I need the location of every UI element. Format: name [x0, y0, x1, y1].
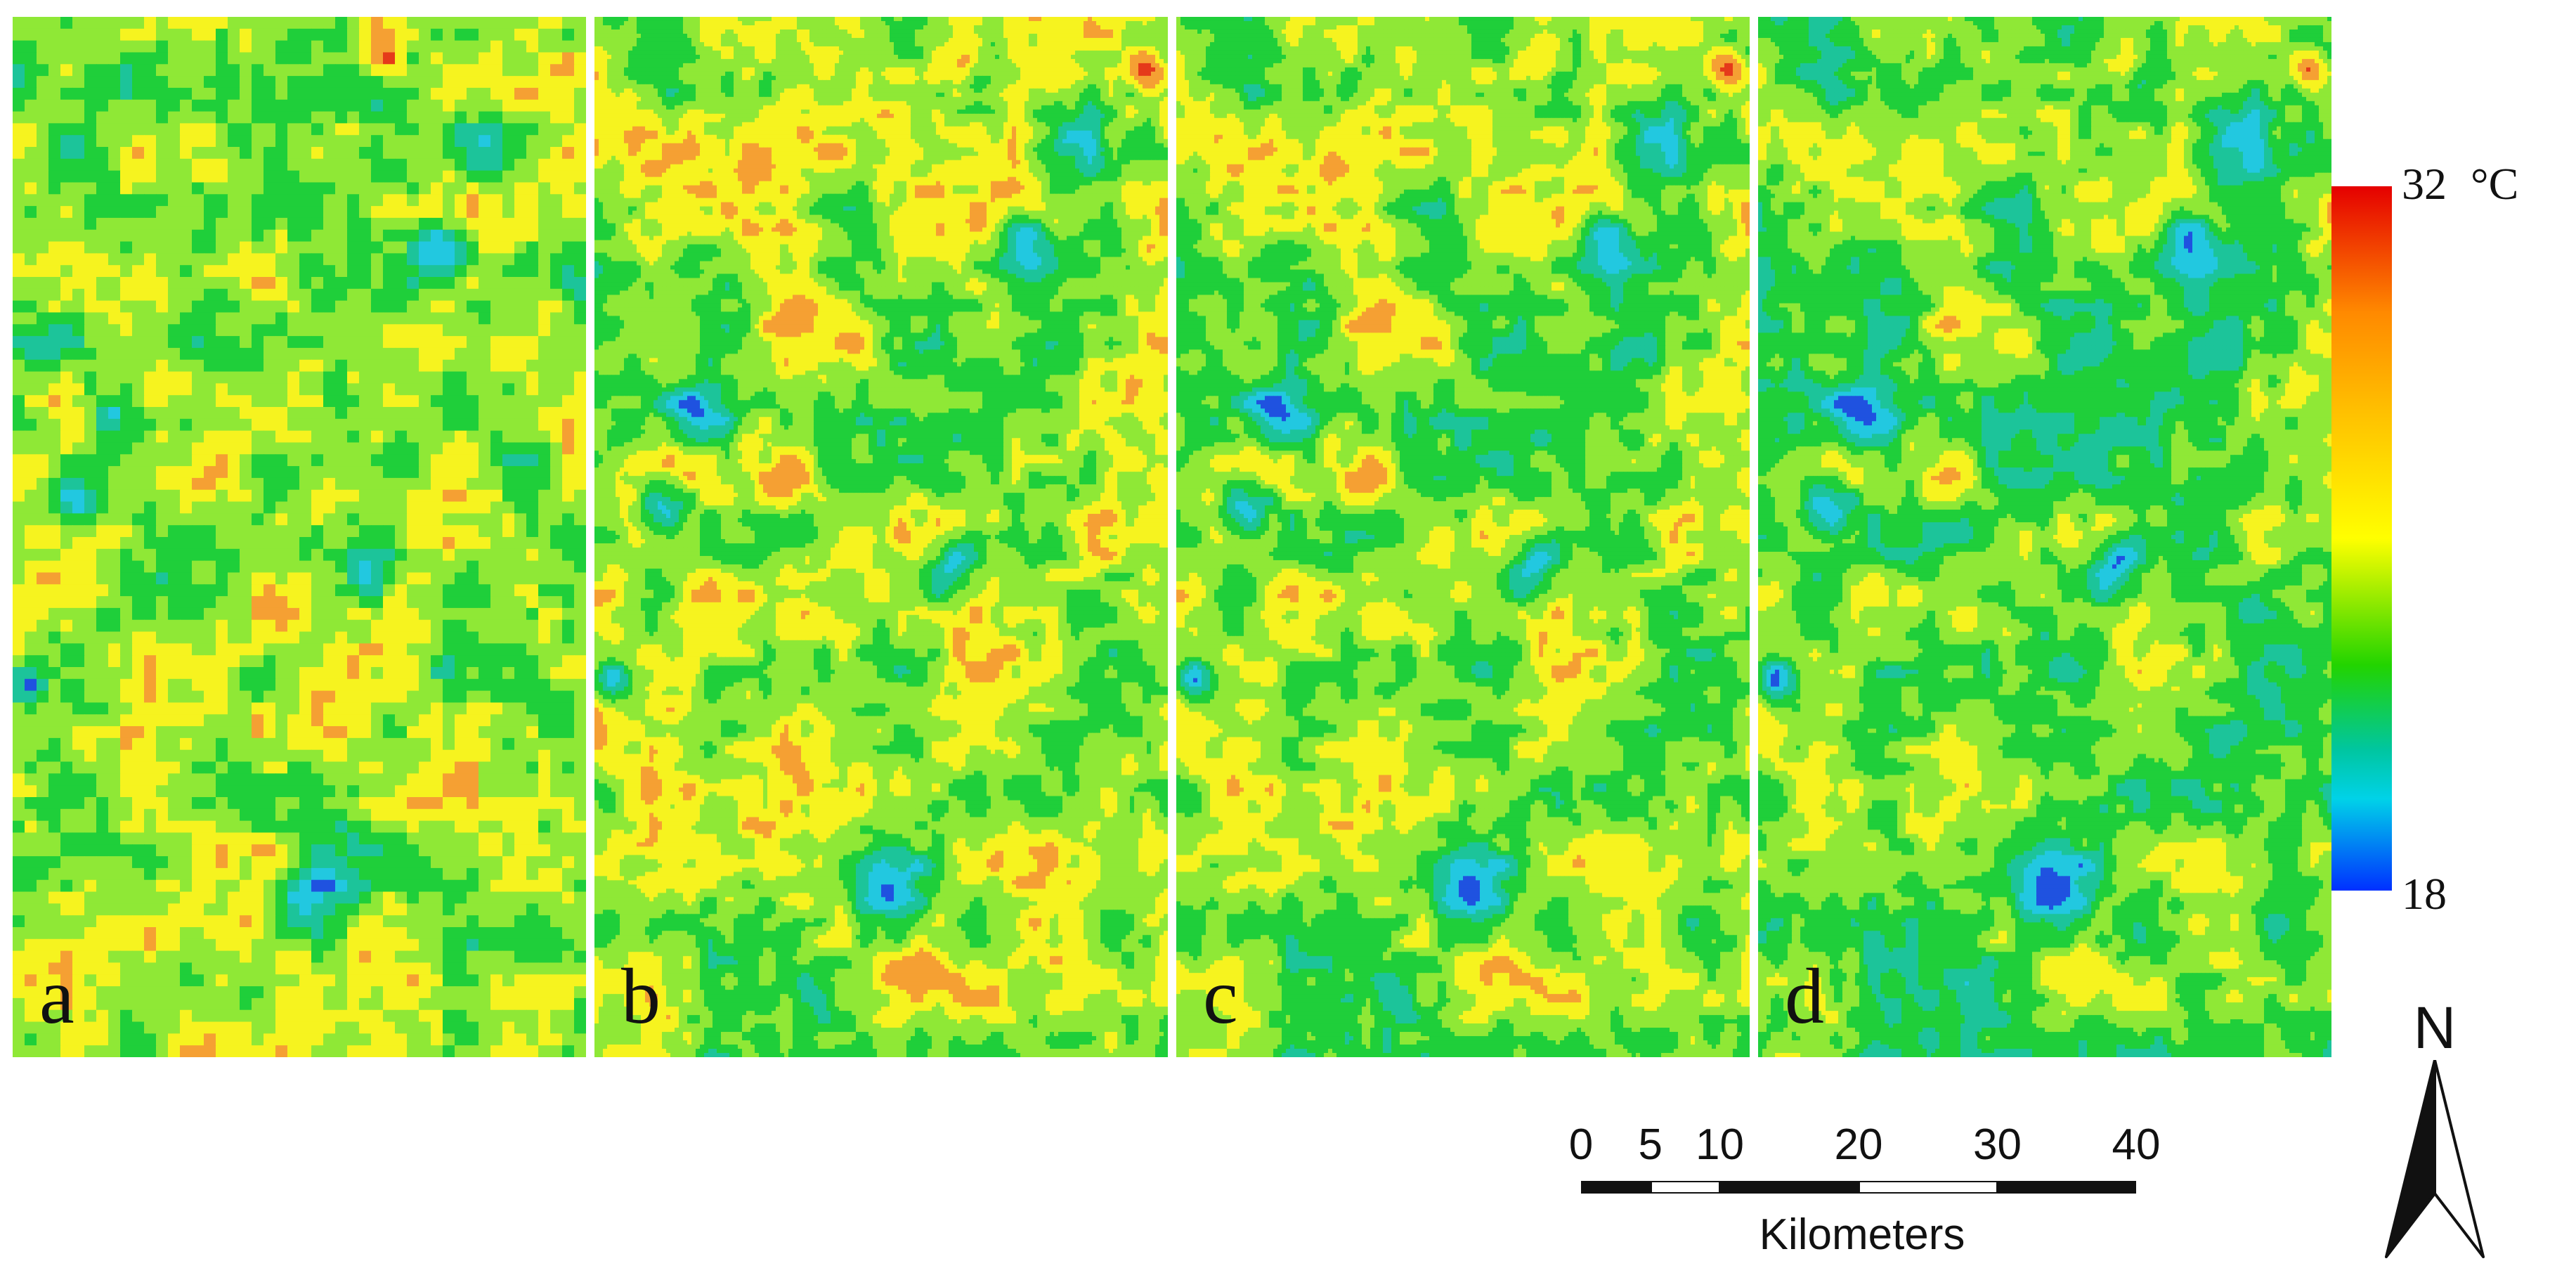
map-panel-d: d — [1758, 17, 2331, 1057]
scale-tick-label: 30 — [1973, 1123, 2022, 1167]
scale-tick-label: 10 — [1696, 1123, 1744, 1167]
scale-unit-label: Kilometers — [1546, 1213, 2178, 1257]
panel-label-a: a — [39, 957, 74, 1036]
legend-unit-label: °C — [2471, 162, 2518, 207]
scale-bar: 0 5 10 20 30 40 Kilometers — [1546, 1123, 2178, 1264]
north-letter: N — [2382, 998, 2487, 1057]
north-arrow-icon — [2382, 1060, 2487, 1264]
panel-label-c: c — [1203, 957, 1238, 1036]
panel-label-b: b — [621, 957, 661, 1036]
scale-segment — [1859, 1181, 1998, 1194]
scale-tick-label: 5 — [1639, 1123, 1663, 1167]
map-panel-b: b — [594, 17, 1168, 1057]
scale-segment — [1581, 1181, 1651, 1194]
temperature-color-ramp — [2331, 186, 2392, 891]
legend-max-label: 32 — [2402, 162, 2447, 207]
scale-tick-label: 20 — [1835, 1123, 1883, 1167]
scale-segment — [1998, 1181, 2137, 1194]
scale-segment — [1651, 1181, 1720, 1194]
scale-segment — [1720, 1181, 1859, 1194]
scale-tick-label: 40 — [2112, 1123, 2161, 1167]
map-panel-a: a — [13, 17, 586, 1057]
scale-tick-label: 0 — [1569, 1123, 1593, 1167]
map-panel-c: c — [1176, 17, 1750, 1057]
panel-label-d: d — [1785, 957, 1824, 1036]
north-arrow: N — [2382, 998, 2487, 1279]
legend-min-label: 18 — [2402, 872, 2447, 917]
temperature-map-d — [1758, 17, 2331, 1057]
temperature-map-a — [13, 17, 586, 1057]
temperature-map-b — [594, 17, 1168, 1057]
temperature-map-c — [1176, 17, 1750, 1057]
